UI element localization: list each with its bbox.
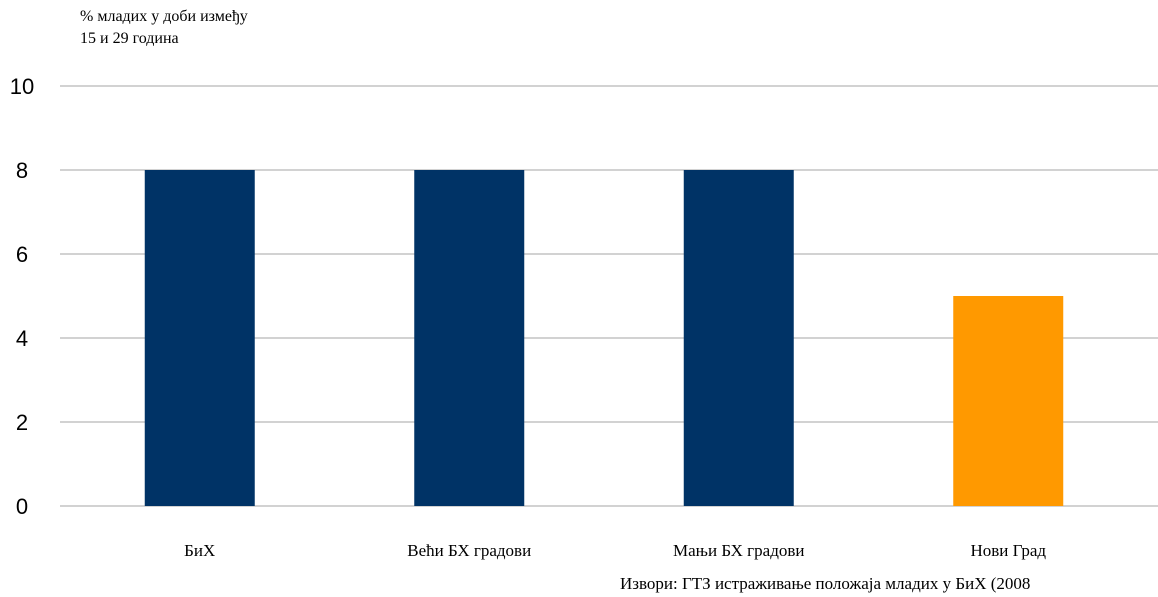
y-tick-label: 10 — [10, 74, 34, 99]
bar-1 — [144, 170, 255, 506]
source-note: Извори: ГТЗ истраживање положаја младих … — [620, 574, 1031, 593]
bar-4 — [953, 296, 1064, 506]
y-axis-label-line-1: % младих у доби између — [80, 8, 248, 25]
category-label: БиХ — [184, 541, 215, 560]
y-tick-label: 6 — [16, 242, 28, 267]
category-label: Већи БХ градови — [407, 541, 531, 560]
category-label: Мањи БХ градови — [673, 541, 804, 560]
category-label: Нови Град — [970, 541, 1046, 560]
y-tick-label: 0 — [16, 494, 28, 519]
y-tick-label: 8 — [16, 158, 28, 183]
y-tick-label: 4 — [16, 326, 28, 351]
y-tick-label: 2 — [16, 410, 28, 435]
bar-3 — [683, 170, 794, 506]
y-axis-label-line-2: 15 и 29 година — [80, 30, 179, 47]
bar-2 — [414, 170, 525, 506]
y-axis-label: % младих у доби између 15 и 29 година — [80, 6, 248, 50]
